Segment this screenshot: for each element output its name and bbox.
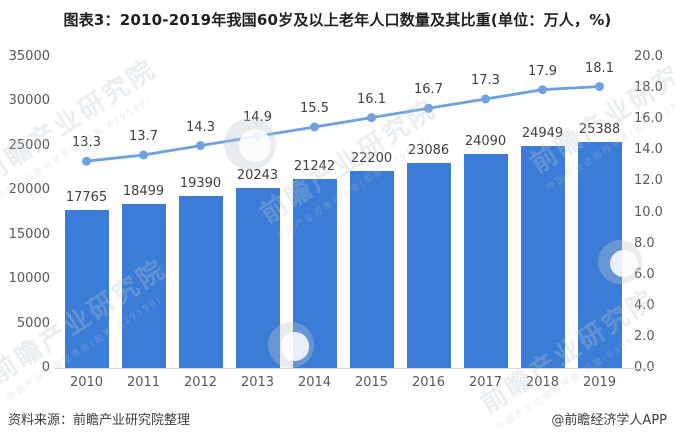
y-axis-left-tick: 35000 bbox=[8, 49, 50, 64]
line-value-label: 13.3 bbox=[72, 135, 101, 151]
line-value-label: 14.9 bbox=[243, 110, 272, 126]
bar bbox=[406, 162, 451, 368]
x-axis-tick: 2017 bbox=[468, 375, 503, 390]
line-point bbox=[538, 85, 547, 95]
y-axis-right-tick: 12.0 bbox=[634, 173, 663, 189]
y-axis-right-tick: 0.0 bbox=[634, 360, 655, 375]
bar-value-label: 17765 bbox=[65, 190, 108, 206]
x-axis-tick: 2011 bbox=[126, 375, 161, 390]
line-point bbox=[196, 141, 205, 151]
bar-value-label: 23086 bbox=[407, 142, 450, 158]
source-note: 资料来源：前瞻产业研究院整理 bbox=[8, 413, 191, 428]
x-axis-tick: 2013 bbox=[240, 375, 275, 390]
bar-value-label: 24949 bbox=[521, 126, 564, 142]
footer: 资料来源：前瞻产业研究院整理 @前瞻经济学人APP bbox=[0, 409, 675, 428]
x-axis-tick: 2012 bbox=[183, 375, 218, 390]
y-axis-right-tick: 4.0 bbox=[634, 297, 655, 313]
y-axis-left-tick: 5000 bbox=[16, 315, 50, 331]
y-axis-right-tick: 18.0 bbox=[634, 80, 663, 96]
bar bbox=[349, 170, 394, 368]
bar bbox=[121, 203, 166, 368]
bar-value-label: 20243 bbox=[236, 168, 279, 184]
chart-title: 图表3：2010-2019年我国60岁及以上老年人口数量及其比重(单位：万人，%… bbox=[63, 11, 612, 29]
line-value-label: 18.1 bbox=[585, 60, 614, 76]
y-axis-right-tick: 16.0 bbox=[634, 111, 663, 127]
bar bbox=[235, 188, 280, 368]
line-value-label: 13.7 bbox=[129, 129, 158, 144]
x-axis-tick: 2015 bbox=[354, 375, 389, 390]
bar bbox=[520, 146, 565, 368]
bar-value-label: 22200 bbox=[350, 150, 393, 166]
line-point bbox=[310, 122, 319, 132]
x-axis-line bbox=[55, 368, 653, 369]
y-axis-right-tick: 10.0 bbox=[634, 204, 663, 220]
line-point bbox=[424, 103, 433, 113]
line-value-label: 17.9 bbox=[528, 63, 557, 79]
bar-value-label: 18499 bbox=[122, 183, 165, 199]
y-axis-right-tick: 20.0 bbox=[634, 49, 663, 64]
line-value-label: 17.3 bbox=[471, 73, 500, 88]
bar-value-label: 24090 bbox=[464, 133, 507, 149]
bar bbox=[178, 195, 223, 368]
bar bbox=[463, 153, 508, 368]
line-point bbox=[367, 113, 376, 123]
bar-value-label: 19390 bbox=[179, 175, 222, 191]
y-axis-left-tick: 30000 bbox=[8, 93, 50, 109]
x-axis-tick: 2014 bbox=[297, 375, 332, 390]
y-axis-right-tick: 8.0 bbox=[634, 235, 655, 251]
x-axis-tick: 2016 bbox=[411, 375, 446, 390]
y-axis-left-tick: 10000 bbox=[8, 271, 50, 287]
y-axis-right-tick: 14.0 bbox=[634, 142, 663, 158]
line-point bbox=[139, 150, 148, 160]
y-axis-left-tick: 0 bbox=[41, 360, 50, 375]
line-value-label: 14.3 bbox=[186, 119, 215, 135]
bar bbox=[292, 179, 337, 368]
line-point bbox=[595, 82, 604, 91]
x-axis-tick: 2019 bbox=[582, 375, 617, 390]
bar-value-label: 25388 bbox=[578, 122, 621, 138]
credit-note: @前瞻经济学人APP bbox=[551, 413, 667, 428]
line-point bbox=[82, 156, 91, 166]
x-axis-tick: 2018 bbox=[525, 375, 560, 390]
bar bbox=[577, 142, 622, 368]
bar bbox=[64, 210, 109, 368]
line-value-label: 16.7 bbox=[414, 82, 443, 98]
x-axis-tick: 2010 bbox=[69, 375, 104, 390]
line-point bbox=[253, 131, 262, 141]
y-axis-right-tick: 2.0 bbox=[634, 328, 655, 344]
y-axis-left-tick: 25000 bbox=[8, 137, 50, 153]
line-point bbox=[481, 94, 490, 104]
y-axis-left-tick: 15000 bbox=[8, 226, 50, 242]
line-value-label: 15.5 bbox=[300, 101, 329, 116]
y-axis-right-tick: 6.0 bbox=[634, 266, 655, 282]
line-value-label: 16.1 bbox=[357, 91, 386, 107]
y-axis-left-tick: 20000 bbox=[8, 182, 50, 198]
bar-value-label: 21242 bbox=[293, 159, 336, 175]
